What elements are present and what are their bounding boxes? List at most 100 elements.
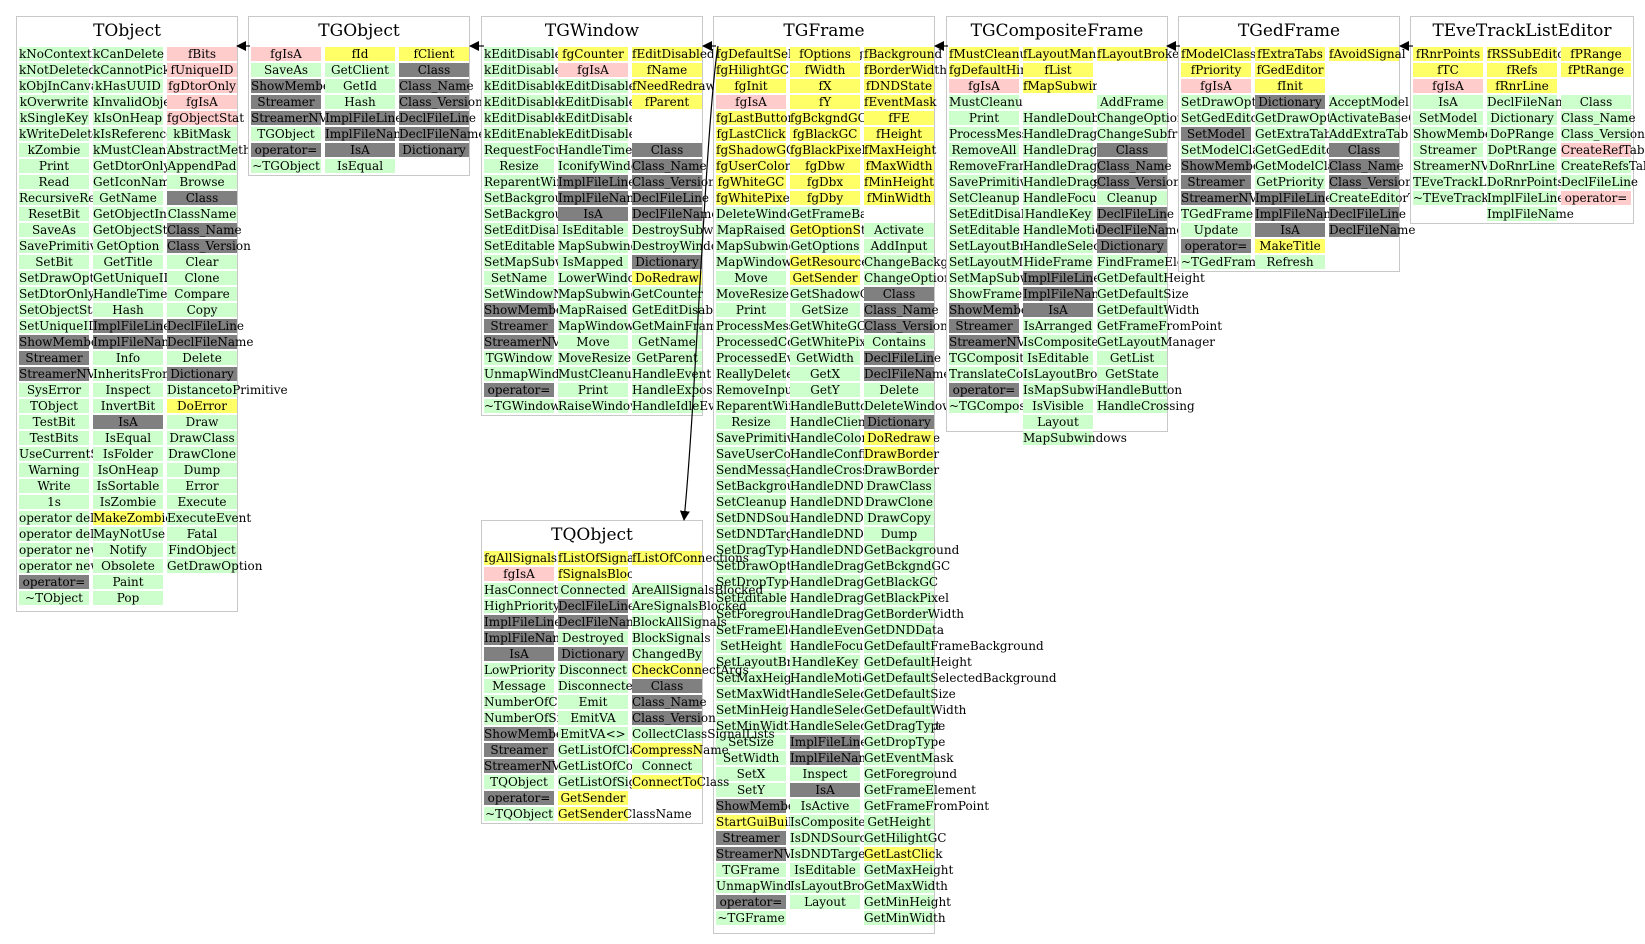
member-seteditable: SetEditable	[716, 591, 788, 605]
member-reallydelete: ReallyDelete	[716, 367, 794, 381]
member-numberofsignals: NumberOfSignals	[484, 711, 594, 725]
member-invertbit: InvertBit	[93, 399, 163, 413]
member-connected: Connected	[558, 583, 628, 597]
member-emit: Emit	[558, 695, 628, 709]
member-declfilename: DeclFileName	[1487, 95, 1574, 109]
member-fgdtoronly: fgDtorOnly	[167, 79, 237, 93]
member-createreftab: CreateRefTab	[1561, 143, 1645, 157]
member-fbackground: fBackground	[864, 47, 943, 61]
member-column: fgIsA SaveAs ShowMembers Streamer StreamerNV…	[251, 47, 360, 175]
member-areallsignalsblocked: AreAllSignalsBlocked	[632, 583, 764, 597]
member-implfilename: ImplFileName	[484, 631, 571, 645]
member-ftc: fTC	[1413, 63, 1483, 77]
member-funiqueid: fUniqueID	[167, 63, 237, 77]
member-handletimer: HandleTimer	[93, 287, 174, 301]
member-print: Print	[716, 303, 786, 317]
member-keditenable: kEditEnable	[484, 127, 559, 141]
member-fname: fName	[632, 63, 702, 77]
member-move: Move	[558, 335, 628, 349]
member-flayoutmanager: fLayoutManager	[1023, 47, 1124, 61]
member-setgededitor: SetGedEditor	[1181, 111, 1264, 125]
member-tgcompositeframe: TGCompositeFrame	[949, 351, 1071, 365]
member-drawclass: DrawClass	[864, 479, 934, 493]
member-ffe: fFE	[864, 111, 934, 125]
member-getsender: GetSender	[790, 271, 860, 285]
member-removeall: RemoveAll	[949, 143, 1019, 157]
member-class-name: Class_Name	[399, 79, 474, 93]
member-flayoutbroken: fLayoutBroken	[1097, 47, 1187, 61]
member-handlecrossing: HandleCrossing	[1097, 399, 1195, 413]
member-fmapsubwindows: fMapSubwindows	[1023, 79, 1132, 93]
member-getbackground: GetBackground	[864, 543, 960, 557]
member-mapwindow: MapWindow	[716, 255, 792, 269]
member-showmembers: ShowMembers	[19, 335, 110, 349]
member-fextratabs: fExtraTabs	[1255, 47, 1325, 61]
member-declfileline: DeclFileLine	[864, 351, 942, 365]
member-move: Move	[716, 271, 786, 285]
member-getframefrompoint: GetFrameFromPoint	[864, 799, 990, 813]
member-tevetracklisteditor: TEveTrackListEditor	[1413, 175, 1540, 189]
member-getdefaultwidth: GetDefaultWidth	[864, 703, 967, 717]
member-getx: GetX	[790, 367, 860, 381]
member-fgbckgndgc: fgBckgndGC	[790, 111, 867, 125]
member-emitva: EmitVA	[558, 711, 628, 725]
class-title: TQObject	[551, 525, 633, 545]
member-kzombie: kZombie	[19, 143, 89, 157]
member-implfilename: ImplFileName	[1255, 207, 1342, 221]
member-getframebackground: GetFrameBackground	[790, 207, 925, 221]
member-geteventmask: GetEventMask	[864, 751, 954, 765]
member-processedconfigure: ProcessedConfigure	[716, 335, 839, 349]
member-kmustcleanup: kMustCleanup	[93, 143, 182, 157]
member-handlednddrop: HandleDNDDrop	[790, 479, 894, 493]
member-fghilightgc: fgHilightGC	[716, 63, 790, 77]
member-tevetracklisteditor: ~TEveTrackListEditor	[1413, 191, 1550, 205]
member-showmembers: ShowMembers	[251, 79, 342, 93]
member-setdrawoption: SetDrawOption	[1181, 95, 1276, 109]
member-operator: operator=	[949, 383, 1019, 397]
member-getshadowgc: GetShadowGC	[790, 287, 879, 301]
member-getdefaultheight: GetDefaultHeight	[864, 655, 972, 669]
member-frnrpoints: fRnrPoints	[1413, 47, 1483, 61]
member-keditdisablewidth: kEditDisableWidth	[484, 111, 598, 125]
member-getdefaultheight: GetDefaultHeight	[1097, 271, 1205, 285]
member-setlayoutbroken: SetLayoutBroken	[949, 239, 1055, 253]
member-keditdisable: kEditDisable	[558, 79, 636, 93]
member-syserror: SysError	[19, 383, 89, 397]
member-mapsubwindows: MapSubwindows	[558, 287, 662, 301]
member-column: fOptions fWidth fX fY fgBckgndGC fgBlackGC fgB…	[790, 47, 940, 911]
member-showmembers: ShowMembers	[1181, 159, 1272, 173]
member-handleevent: HandleEvent	[632, 367, 712, 381]
member-getname: GetName	[632, 335, 702, 349]
member-getlastclick: GetLastClick	[864, 847, 943, 861]
member-unmapwindow: UnmapWindow	[716, 879, 809, 893]
member-iscomposite: IsComposite	[790, 815, 866, 829]
class-box-tqobject: TQObject fgAllSignalsBlocked fgIsA HasConne…	[481, 520, 775, 824]
member-changesubframesbackground: ChangeSubframesBackground	[1097, 127, 1283, 141]
member-setdroptype: SetDropType	[716, 575, 796, 589]
member-handlemotion: HandleMotion	[1023, 223, 1111, 237]
member-fgwhitegc: fgWhiteGC	[716, 175, 786, 189]
member-keditdisablegrab: kEditDisableGrab	[558, 127, 666, 141]
member-isa: IsA	[93, 415, 163, 429]
member-handlebutton: HandleButton	[1097, 383, 1183, 397]
member-deletewindowcallback: DeleteWindowCallback	[716, 207, 858, 221]
member-setdrawoption: SetDrawOption	[19, 271, 114, 285]
member-compare: Compare	[167, 287, 237, 301]
member-isequal: IsEqual	[325, 159, 395, 173]
member-drawborder: DrawBorder	[864, 447, 940, 461]
member-setmapsubwindows: SetMapSubwindows	[484, 255, 609, 269]
member-translatecoordinates: TranslateCoordinates	[949, 367, 1081, 381]
member-blockallsignals: BlockAllSignals	[632, 615, 727, 629]
member-checkconnectargs: CheckConnectArgs	[632, 663, 749, 677]
member-execute: Execute	[167, 495, 237, 509]
member-layout: Layout	[790, 895, 860, 909]
member-streamernvirtual: StreamerNVirtual	[484, 759, 594, 773]
member-dictionary: Dictionary	[399, 143, 469, 157]
member-dump: Dump	[864, 527, 934, 541]
member-dictionary: Dictionary	[167, 367, 237, 381]
member-column: kNoContextMenu kNotDeleted kObjInCanvas kOv…	[19, 47, 128, 607]
member-requestfocus: RequestFocus	[484, 143, 570, 157]
member-getparent: GetParent	[632, 351, 702, 365]
member-knocontextmenu: kNoContextMenu	[19, 47, 127, 61]
member-mapraised: MapRaised	[716, 223, 786, 237]
